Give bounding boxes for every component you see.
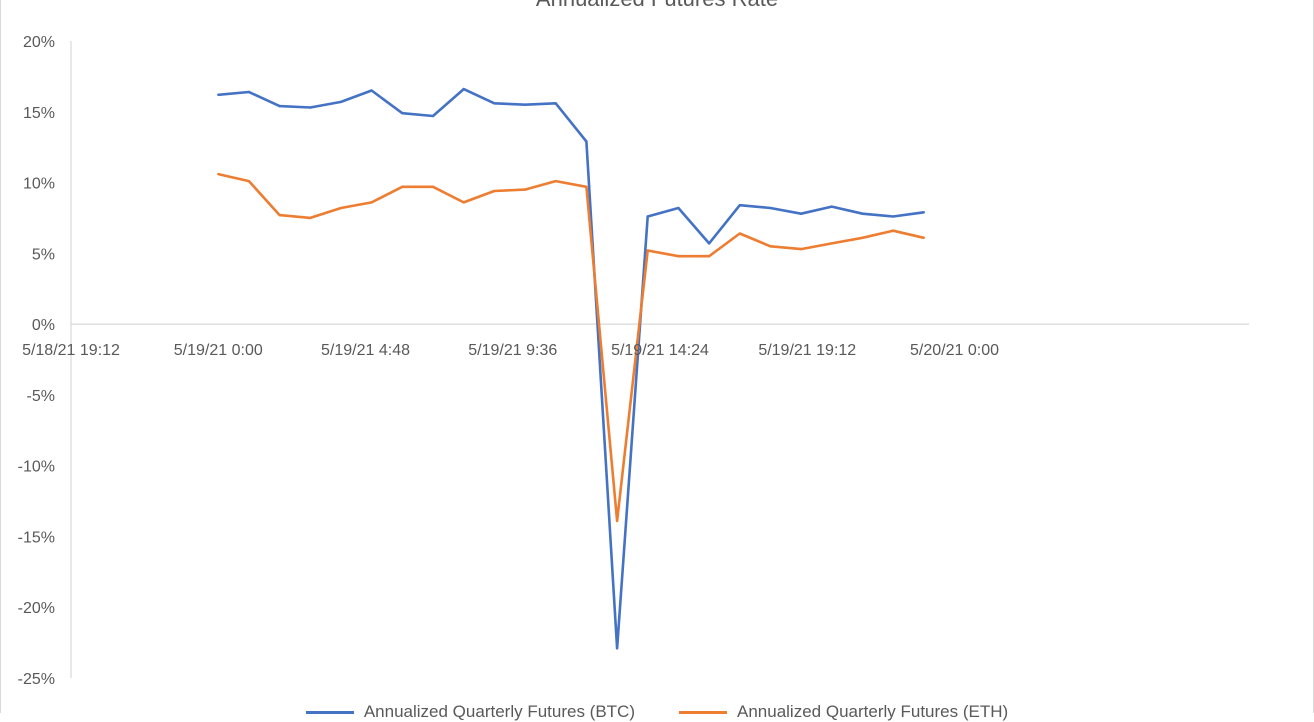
legend-item-eth: Annualized Quarterly Futures (ETH) xyxy=(679,702,1008,722)
data-point-eth xyxy=(462,201,465,204)
data-point-eth xyxy=(830,242,833,245)
x-tick-label: 5/19/21 9:36 xyxy=(468,342,557,359)
data-point-eth xyxy=(523,188,527,191)
data-point-btc xyxy=(707,242,711,245)
data-point-btc xyxy=(493,102,496,105)
data-point-eth xyxy=(585,185,588,189)
data-point-btc xyxy=(370,89,373,92)
data-point-btc xyxy=(462,87,465,91)
data-point-eth xyxy=(247,179,251,183)
data-point-eth xyxy=(493,189,496,193)
data-point-eth xyxy=(891,229,895,232)
data-point-eth xyxy=(554,179,557,183)
data-point-eth xyxy=(401,185,404,189)
data-point-btc xyxy=(339,100,343,104)
x-tick-label: 5/19/21 19:12 xyxy=(758,342,856,359)
y-tick-label: -5% xyxy=(27,388,55,405)
legend-swatch-eth xyxy=(679,710,727,714)
data-point-btc xyxy=(861,212,864,215)
legend-item-btc: Annualized Quarterly Futures (BTC) xyxy=(305,702,635,722)
y-tick-label: 0% xyxy=(32,317,55,334)
data-point-eth xyxy=(799,247,803,251)
data-point-eth xyxy=(738,232,741,235)
data-point-btc xyxy=(401,111,404,115)
data-point-btc xyxy=(646,215,649,218)
data-point-btc xyxy=(738,204,741,207)
data-point-eth xyxy=(217,172,220,176)
data-point-eth xyxy=(861,236,864,239)
x-tick-label: 5/18/21 19:12 xyxy=(22,342,120,359)
y-tick-label: -25% xyxy=(18,671,55,688)
legend-swatch-btc xyxy=(305,710,354,714)
legend-label-btc: Annualized Quarterly Futures (BTC) xyxy=(363,702,635,721)
data-point-btc xyxy=(217,93,220,96)
data-point-eth xyxy=(431,185,435,189)
data-point-eth xyxy=(370,201,373,204)
x-tick-label: 5/19/21 0:00 xyxy=(174,342,263,359)
data-point-eth xyxy=(769,245,772,248)
data-point-btc xyxy=(769,206,772,210)
data-point-eth xyxy=(677,254,680,258)
y-tick-label: 20% xyxy=(23,34,55,51)
x-tick-label: 5/19/21 14:24 xyxy=(611,342,709,359)
data-point-btc xyxy=(309,106,312,109)
data-point-btc xyxy=(278,104,281,108)
y-tick-label: 15% xyxy=(23,105,55,122)
data-point-eth xyxy=(707,254,711,258)
y-tick-label: -20% xyxy=(18,600,55,617)
x-tick-label: 5/20/21 0:00 xyxy=(910,342,999,359)
data-point-btc xyxy=(615,647,619,650)
data-point-btc xyxy=(830,205,833,208)
y-tick-label: -10% xyxy=(18,459,55,476)
data-point-btc xyxy=(585,140,588,143)
data-point-btc xyxy=(247,90,251,94)
data-point-btc xyxy=(799,212,803,215)
data-point-eth xyxy=(615,519,619,523)
data-point-btc xyxy=(922,211,926,214)
y-tick-label: 10% xyxy=(23,176,55,193)
data-point-btc xyxy=(431,114,435,118)
series-line-btc xyxy=(218,87,924,650)
x-tick-label: 5/19/21 4:48 xyxy=(321,342,410,359)
data-point-btc xyxy=(677,206,680,210)
data-point-eth xyxy=(309,216,312,220)
data-point-btc xyxy=(523,103,527,106)
y-tick-label: -15% xyxy=(18,529,55,546)
chart-title: Annualized Futures Rate xyxy=(1,0,1313,12)
data-point-eth xyxy=(278,213,281,217)
data-point-eth xyxy=(922,236,926,239)
chart-legend: Annualized Quarterly Futures (BTC) Annua… xyxy=(1,702,1313,722)
data-point-eth xyxy=(339,206,343,210)
data-point-btc xyxy=(891,215,895,218)
data-point-btc xyxy=(554,102,557,105)
data-point-eth xyxy=(646,249,649,252)
series-line-eth xyxy=(218,172,925,523)
legend-label-eth: Annualized Quarterly Futures (ETH) xyxy=(737,702,1009,721)
y-tick-label: 5% xyxy=(32,246,55,263)
